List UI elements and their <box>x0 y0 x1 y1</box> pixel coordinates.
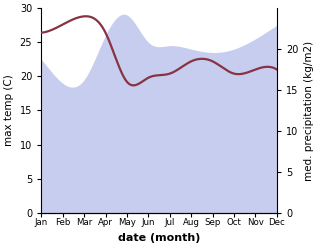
X-axis label: date (month): date (month) <box>118 233 200 243</box>
Y-axis label: max temp (C): max temp (C) <box>4 75 14 146</box>
Y-axis label: med. precipitation (kg/m2): med. precipitation (kg/m2) <box>304 40 314 181</box>
